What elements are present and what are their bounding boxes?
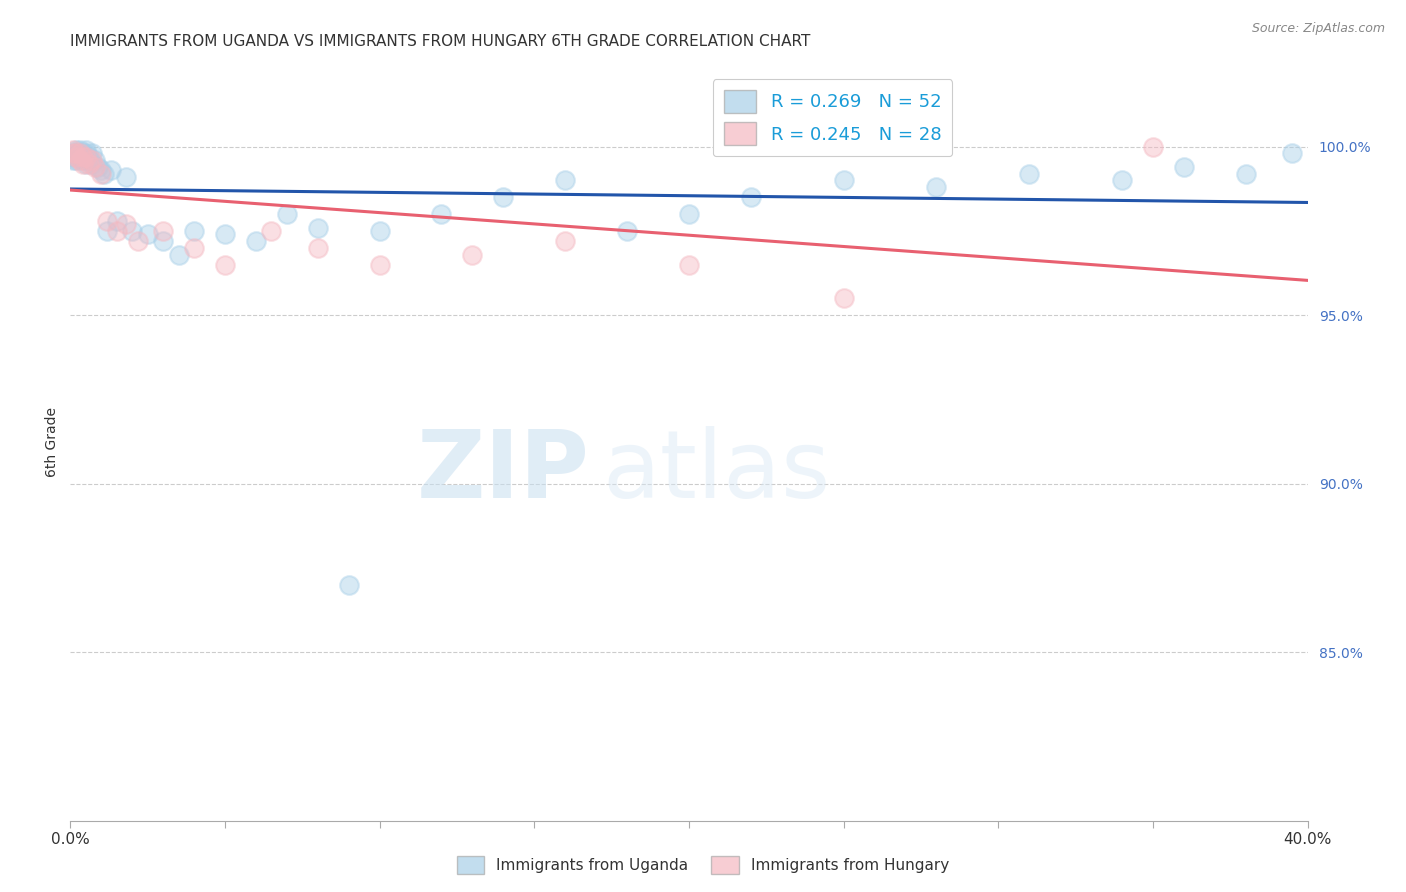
Point [1234, 167, 1257, 181]
Text: atlas: atlas [602, 425, 831, 518]
Point [1173, 160, 1195, 174]
Point [65, 153, 87, 168]
Point [100, 163, 122, 178]
Point [72, 146, 94, 161]
Point [75, 146, 97, 161]
Point [77, 153, 100, 168]
Point [62, 150, 84, 164]
Point [740, 190, 762, 204]
Point [214, 258, 236, 272]
Point [678, 258, 700, 272]
Point [65, 150, 87, 164]
Point [167, 247, 190, 261]
Point [1281, 146, 1303, 161]
Point [80, 153, 103, 168]
Point [678, 207, 700, 221]
Point [136, 227, 159, 242]
Point [307, 241, 329, 255]
Point [75, 156, 97, 170]
Point [69, 146, 91, 161]
Text: ZIP: ZIP [418, 425, 591, 518]
Point [77, 156, 100, 170]
Point [93, 167, 115, 181]
Point [77, 150, 100, 164]
Point [69, 153, 91, 168]
Point [65, 143, 87, 157]
Point [62, 146, 84, 161]
Point [127, 234, 149, 248]
Point [90, 167, 112, 181]
Point [337, 578, 360, 592]
Point [1111, 173, 1133, 187]
Point [832, 173, 855, 187]
Point [1018, 167, 1040, 181]
Point [69, 150, 91, 164]
Point [554, 173, 576, 187]
Point [461, 247, 484, 261]
Point [75, 150, 97, 164]
Point [75, 143, 97, 157]
Point [62, 153, 84, 168]
Point [152, 224, 174, 238]
Point [84, 160, 107, 174]
Point [65, 146, 87, 161]
Point [72, 156, 94, 170]
Legend: Immigrants from Uganda, Immigrants from Hungary: Immigrants from Uganda, Immigrants from … [450, 850, 956, 880]
Y-axis label: 6th Grade: 6th Grade [45, 407, 59, 476]
Point [183, 241, 205, 255]
Point [80, 156, 103, 170]
Point [245, 234, 267, 248]
Point [69, 143, 91, 157]
Point [152, 234, 174, 248]
Point [62, 146, 84, 161]
Point [115, 217, 138, 231]
Point [1142, 139, 1164, 153]
Point [80, 146, 103, 161]
Point [105, 224, 128, 238]
Point [616, 224, 638, 238]
Point [554, 234, 576, 248]
Legend: R = 0.269   N = 52, R = 0.245   N = 28: R = 0.269 N = 52, R = 0.245 N = 28 [713, 79, 952, 156]
Point [214, 227, 236, 242]
Point [84, 153, 107, 168]
Text: Source: ZipAtlas.com: Source: ZipAtlas.com [1251, 22, 1385, 36]
Point [430, 207, 453, 221]
Point [832, 291, 855, 305]
Point [105, 214, 128, 228]
Point [72, 150, 94, 164]
Point [62, 143, 84, 157]
Point [96, 214, 118, 228]
Point [260, 224, 283, 238]
Point [72, 153, 94, 168]
Point [65, 150, 87, 164]
Text: IMMIGRANTS FROM UGANDA VS IMMIGRANTS FROM HUNGARY 6TH GRADE CORRELATION CHART: IMMIGRANTS FROM UGANDA VS IMMIGRANTS FRO… [70, 34, 811, 49]
Point [72, 150, 94, 164]
Point [368, 258, 391, 272]
Point [368, 224, 391, 238]
Point [307, 220, 329, 235]
Point [87, 160, 110, 174]
Point [121, 224, 143, 238]
Point [492, 190, 515, 204]
Point [90, 163, 112, 178]
Point [69, 146, 91, 161]
Point [183, 224, 205, 238]
Point [115, 169, 138, 184]
Point [925, 180, 948, 194]
Point [276, 207, 298, 221]
Point [96, 224, 118, 238]
Point [65, 146, 87, 161]
